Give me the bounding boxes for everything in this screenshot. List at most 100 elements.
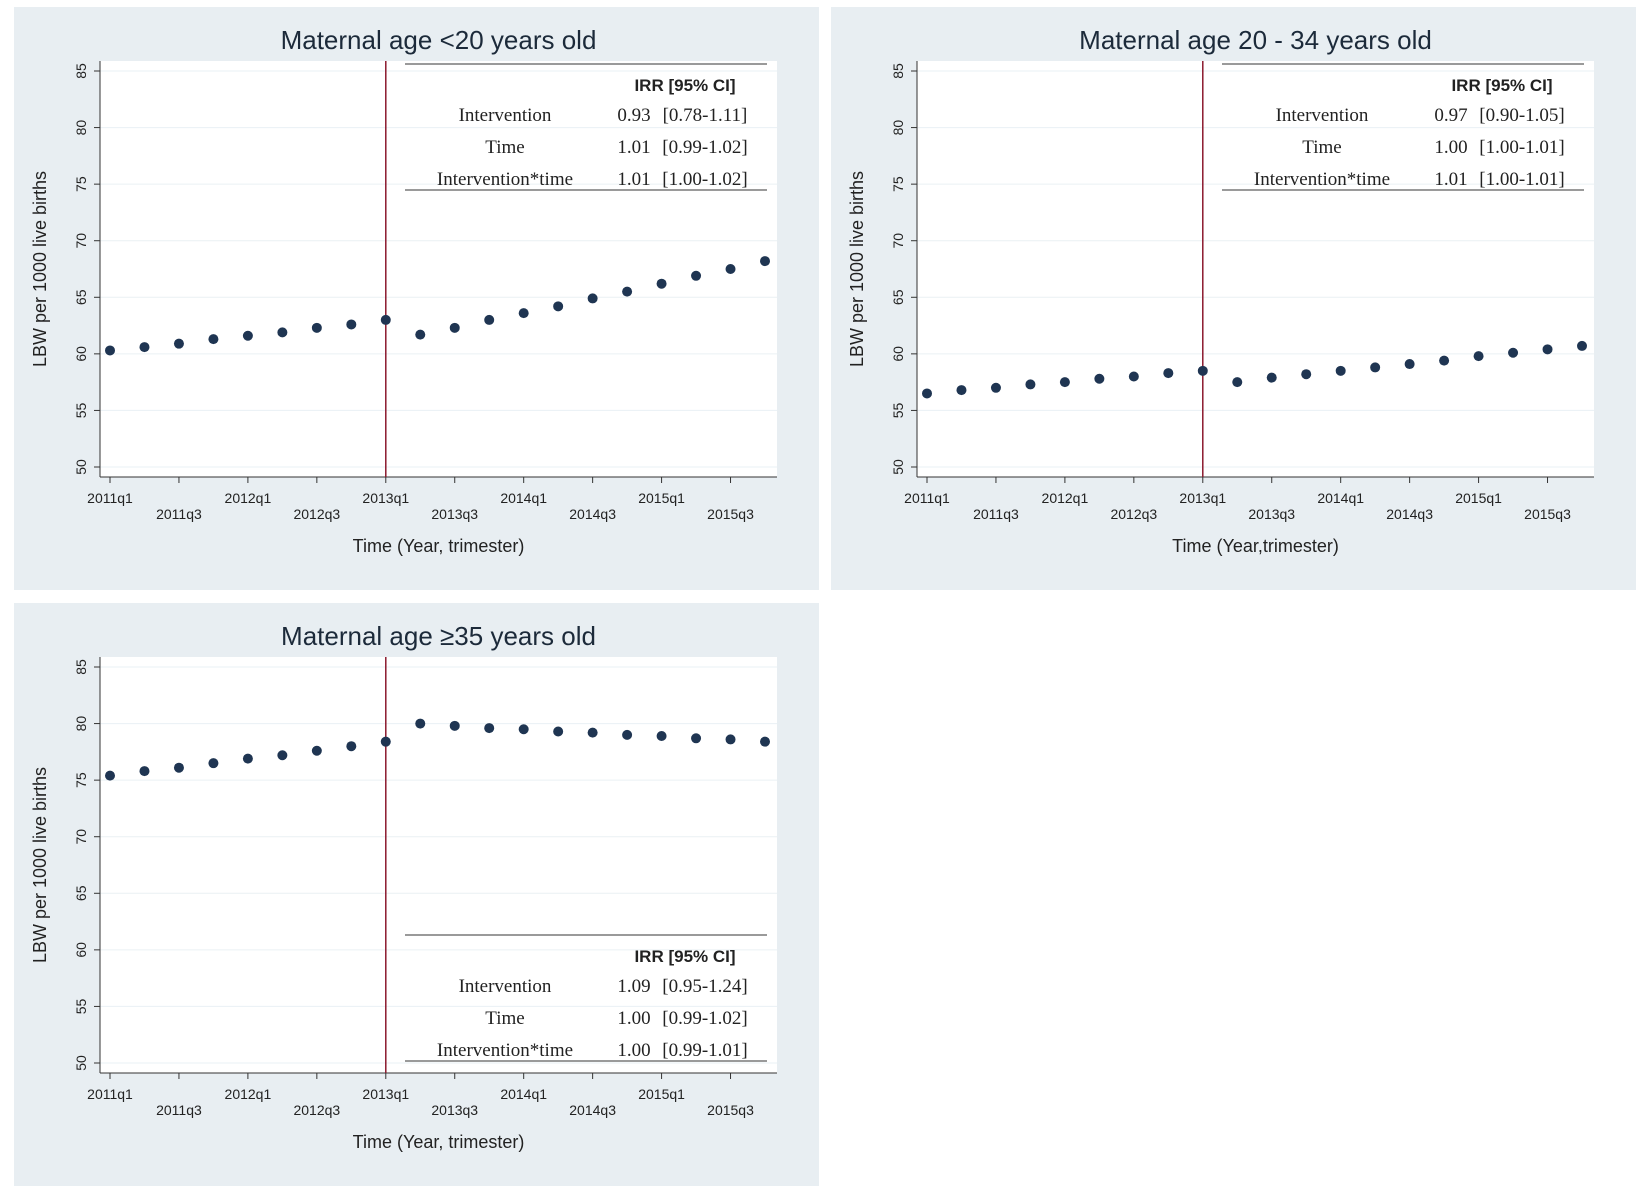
x-axis-label: Time (Year, trimester): [353, 536, 525, 556]
data-point: [242, 330, 253, 341]
plot-area: [100, 61, 777, 477]
y-tick-label: 50: [890, 459, 906, 475]
data-point: [346, 319, 357, 330]
data-point: [208, 334, 219, 345]
data-point: [553, 726, 564, 737]
y-tick-label: 80: [890, 120, 906, 136]
data-point: [1197, 365, 1208, 376]
x-tick-label: 2013q1: [362, 1086, 409, 1102]
x-axis-label: Time (Year,trimester): [1172, 536, 1339, 556]
irr-value: 1.00: [617, 1040, 650, 1061]
irr-table-header: IRR [95% CI]: [634, 947, 735, 966]
data-point: [1335, 365, 1346, 376]
y-tick-label: 85: [890, 63, 906, 79]
irr-value: 1.09: [617, 976, 650, 997]
irr-ci: [1.00-1.01]: [1479, 137, 1564, 158]
data-point: [173, 338, 184, 349]
irr-row-label: Time: [485, 137, 524, 158]
data-point: [1577, 340, 1587, 351]
y-tick-label: 70: [73, 233, 89, 249]
data-point: [484, 723, 495, 734]
data-point: [1508, 347, 1519, 358]
x-tick-label: 2013q3: [431, 1102, 478, 1118]
irr-ci: [0.78-1.11]: [663, 105, 748, 126]
data-point: [139, 342, 150, 353]
x-tick-label: 2014q1: [500, 490, 547, 506]
irr-value: 0.93: [617, 105, 650, 126]
y-tick-label: 55: [73, 402, 89, 418]
y-tick-label: 85: [73, 63, 89, 79]
x-tick-label: 2015q1: [1455, 490, 1502, 506]
irr-ci: [0.99-1.02]: [662, 1008, 747, 1029]
x-tick-label: 2014q1: [500, 1086, 547, 1102]
chart-title: Maternal age 20 - 34 years old: [1079, 25, 1432, 55]
chart-panel-35-plus: Maternal age ≥35 years old 50 55 60 65 70 75 80…: [14, 603, 819, 1186]
irr-ci: [0.99-1.02]: [662, 137, 747, 158]
irr-row-label: Time: [1302, 137, 1341, 158]
data-point: [990, 382, 1001, 393]
data-point: [1301, 369, 1312, 380]
y-tick-label: 55: [73, 998, 89, 1014]
y-tick-label: 60: [73, 346, 89, 362]
chart-panel-20-34: Maternal age 20 - 34 years old 50 55 60 65 70…: [831, 7, 1636, 590]
y-tick-label: 75: [890, 176, 906, 192]
data-point: [1128, 371, 1139, 382]
data-point: [518, 308, 529, 319]
data-point: [622, 729, 633, 740]
y-tick-label: 50: [73, 1055, 89, 1071]
x-tick-label: 2015q1: [638, 1086, 685, 1102]
x-tick-label: 2015q1: [638, 490, 685, 506]
data-point: [449, 322, 460, 333]
data-point: [1439, 355, 1450, 366]
chart-panel-under-20: Maternal age <20 years old 50 55 60 65 70 75 80…: [14, 7, 819, 590]
irr-row-label: Intervention*time: [437, 169, 573, 190]
x-tick-label: 2012q1: [225, 490, 272, 506]
x-tick-label: 2013q1: [1179, 490, 1226, 506]
x-tick-label: 2015q3: [707, 1102, 754, 1118]
x-tick-label: 2015q3: [1524, 506, 1571, 522]
data-point: [1473, 351, 1484, 362]
data-point: [553, 301, 564, 312]
x-tick-label: 2011q3: [156, 506, 202, 522]
data-point: [1232, 377, 1243, 388]
y-tick-label: 70: [73, 829, 89, 845]
irr-row-label: Intervention*time: [437, 1040, 573, 1061]
y-tick-label: 65: [73, 289, 89, 305]
data-point: [691, 270, 702, 281]
x-tick-label: 2012q1: [225, 1086, 272, 1102]
x-tick-label: 2013q3: [431, 506, 478, 522]
irr-row-label: Intervention: [1276, 105, 1369, 126]
y-axis-label: LBW per 1000 live births: [847, 171, 867, 367]
y-tick-label: 75: [73, 772, 89, 788]
data-point: [346, 741, 357, 752]
x-tick-label: 2012q3: [293, 1102, 340, 1118]
x-tick-label: 2012q3: [1110, 506, 1157, 522]
y-tick-label: 65: [890, 289, 906, 305]
data-point: [415, 718, 426, 729]
data-point: [277, 750, 288, 761]
data-point: [622, 286, 633, 297]
x-tick-label: 2012q3: [293, 506, 340, 522]
x-tick-label: 2014q3: [1386, 506, 1433, 522]
data-point: [725, 264, 736, 274]
data-point: [1059, 377, 1070, 388]
chart-title: Maternal age <20 years old: [281, 25, 597, 55]
y-tick-label: 80: [73, 716, 89, 732]
data-point: [242, 753, 253, 764]
y-tick-label: 55: [890, 402, 906, 418]
data-point: [760, 736, 770, 747]
data-point: [656, 731, 667, 742]
y-tick-label: 50: [73, 459, 89, 475]
data-point: [1404, 359, 1415, 370]
data-point: [173, 762, 184, 773]
x-tick-label: 2012q1: [1042, 490, 1089, 506]
irr-row-label: Intervention: [459, 105, 552, 126]
x-tick-label: 2011q1: [87, 1086, 133, 1102]
data-point: [105, 345, 115, 356]
y-tick-label: 60: [73, 942, 89, 958]
data-point: [725, 734, 736, 745]
x-tick-label: 2014q3: [569, 506, 616, 522]
y-tick-label: 65: [73, 885, 89, 901]
irr-value: 1.01: [617, 169, 650, 190]
irr-ci: [0.99-1.01]: [662, 1040, 747, 1061]
